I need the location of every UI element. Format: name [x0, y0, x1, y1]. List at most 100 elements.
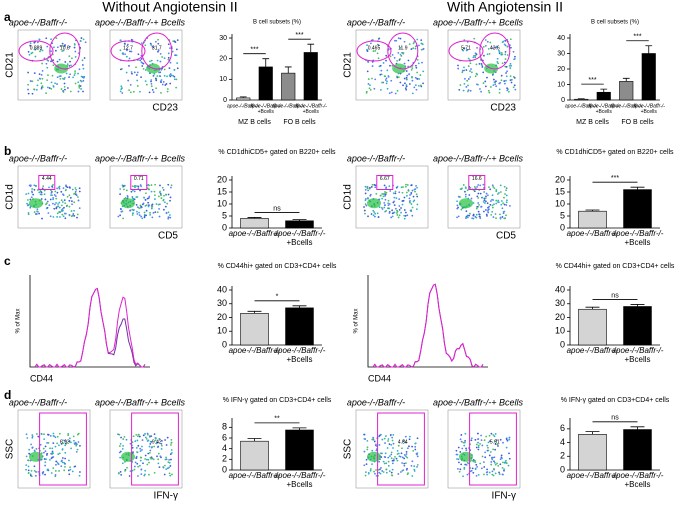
flow-dot: [60, 443, 63, 445]
x-tick-label: +Bcells: [286, 238, 312, 247]
flow-dot: [135, 74, 138, 76]
significance-label: ***: [250, 47, 258, 54]
flow-dot: [167, 58, 170, 61]
flow-dot: [499, 438, 502, 441]
flow-dot: [157, 38, 159, 41]
flow-dot: [73, 74, 76, 76]
flow-dot: [417, 84, 420, 87]
flow-dot: [126, 196, 129, 198]
flow-dot: [48, 186, 50, 189]
panel-letter: d: [4, 388, 11, 402]
flow-dot: [68, 199, 71, 202]
significance-label: ns: [611, 415, 619, 422]
flow-dot: [157, 203, 160, 206]
flow-dot: [65, 72, 68, 75]
flow-dot: [52, 432, 55, 435]
flow-dot: [149, 456, 152, 459]
flow-dot: [380, 73, 383, 76]
flow-dot: [462, 184, 465, 186]
flow-dot: [457, 64, 459, 67]
bar: [578, 308, 607, 346]
flow-dot: [167, 193, 170, 196]
flow-dot: [489, 440, 491, 443]
flow-dot: [120, 436, 123, 439]
flow-dot: [52, 184, 54, 186]
flow-dot: [416, 186, 418, 189]
flow-dot: [43, 451, 45, 454]
flow-dot: [169, 47, 171, 49]
flow-dot: [364, 188, 367, 191]
flow-dot: [154, 198, 156, 200]
flow-dot: [367, 197, 369, 200]
flow-dot: [50, 192, 53, 194]
gate: [49, 32, 81, 70]
flow-dot: [503, 196, 505, 199]
flow-dot: [463, 66, 465, 69]
flow-dot: [121, 210, 124, 213]
flow-dot: [121, 87, 123, 89]
flow-dot: [459, 438, 462, 441]
flow-dot: [375, 449, 378, 452]
flow-dot: [130, 71, 133, 73]
flow-dot: [475, 213, 478, 216]
flow-dot: [48, 87, 51, 89]
flow-dot: [33, 211, 36, 213]
flow-dot: [147, 201, 150, 204]
flow-dot: [487, 208, 490, 211]
gate-label: 0.889: [30, 45, 43, 51]
flow-dot: [416, 455, 419, 458]
flow-dot: [492, 199, 495, 201]
flow-dot: [69, 466, 71, 469]
flow-dot: [483, 54, 485, 57]
flow-dot: [83, 57, 86, 59]
flow-dot: [415, 208, 418, 211]
flow-dot: [410, 48, 413, 50]
flow-dot: [39, 443, 42, 446]
flow-dot: [498, 88, 501, 91]
y-tick-label: 30: [557, 50, 565, 57]
flow-dot: [505, 75, 508, 78]
flow-dot: [489, 451, 492, 453]
flow-dot: [153, 190, 156, 193]
flow-dot: [482, 45, 485, 48]
flow-dot: [74, 442, 77, 445]
flow-dot: [388, 455, 391, 458]
flow-dot: [143, 216, 146, 219]
flow-dot: [399, 471, 402, 473]
flow-dot: [498, 92, 501, 94]
flow-dot: [135, 447, 138, 449]
gate: [38, 175, 56, 190]
flow-dot: [74, 192, 77, 195]
flow-dot: [47, 59, 50, 62]
flow-dot: [41, 217, 43, 220]
flow-dot: [398, 205, 401, 207]
flow-dot: [157, 452, 160, 455]
gate-label: 0.71: [134, 176, 144, 182]
flow-dot: [119, 193, 121, 196]
flow-dot: [141, 62, 144, 64]
flow-dot: [27, 469, 30, 472]
flow-dot: [421, 61, 423, 64]
flow-dot: [379, 472, 382, 475]
error-bar: [585, 431, 600, 435]
flow-dot: [490, 461, 493, 463]
flow-dot: [482, 82, 485, 84]
flow-dot: [176, 62, 179, 64]
flow-dot: [122, 444, 124, 447]
flow-dot: [73, 42, 76, 45]
flow-dot: [34, 48, 36, 51]
flow-dot: [138, 435, 141, 438]
flow-dot: [64, 44, 67, 46]
flow-dot: [152, 91, 155, 94]
bar: [236, 97, 251, 101]
flow-dot: [133, 468, 136, 471]
flow-dot: [170, 458, 172, 461]
flow-dot: [501, 207, 504, 210]
flow-dot: [483, 466, 486, 468]
flow-dot: [54, 470, 57, 472]
flow-dot: [166, 88, 169, 90]
flow-dot: [155, 442, 158, 445]
flow-dot: [59, 216, 61, 218]
flow-dot: [156, 441, 159, 444]
flow-dot: [477, 448, 480, 451]
